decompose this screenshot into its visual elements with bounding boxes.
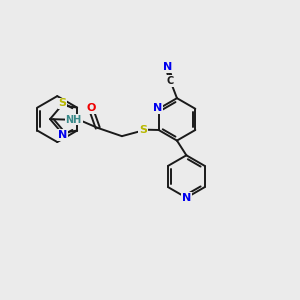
Text: N: N (182, 193, 192, 203)
Text: N: N (58, 130, 67, 140)
Text: S: S (58, 98, 66, 109)
Text: N: N (164, 62, 173, 72)
Text: C: C (167, 76, 174, 86)
Text: NH: NH (65, 115, 82, 125)
Text: O: O (87, 103, 96, 113)
Text: S: S (139, 125, 147, 135)
Text: N: N (153, 103, 162, 113)
